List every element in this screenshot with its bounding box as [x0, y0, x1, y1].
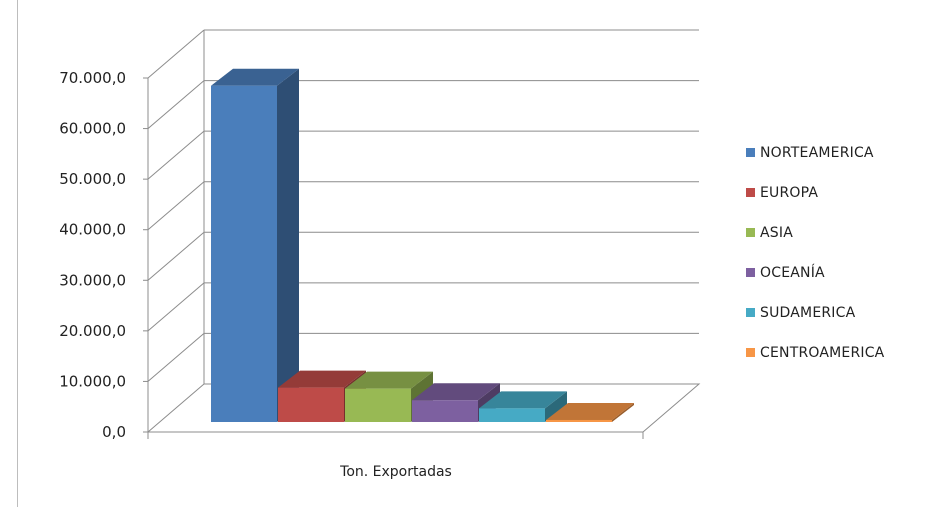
- bar-top: [278, 370, 366, 388]
- y-tick-label: 60.000,0: [59, 120, 126, 138]
- x-axis: Ton. Exportadas: [339, 464, 452, 480]
- bar-front: [278, 387, 344, 422]
- bar-top: [546, 402, 634, 420]
- bar-front: [546, 419, 612, 422]
- bar-sudamerica: [479, 391, 567, 422]
- bar-top: [211, 68, 299, 86]
- legend-label: EUROPA: [760, 185, 818, 201]
- x-category-label: Ton. Exportadas: [339, 464, 452, 480]
- legend-swatch: [746, 268, 755, 277]
- legend-swatch: [746, 148, 755, 157]
- y-tick-label: 20.000,0: [59, 322, 126, 340]
- legend-label: ASIA: [760, 225, 793, 241]
- legend-swatch: [746, 308, 755, 317]
- bar-front: [211, 85, 277, 422]
- legend-item-oceanía: OCEANÍA: [746, 264, 825, 281]
- gridline-side: [147, 130, 205, 180]
- gridline-side: [147, 231, 205, 281]
- y-tick-label: 10.000,0: [59, 372, 126, 390]
- legend-item-norteamerica: NORTEAMERICA: [746, 145, 874, 161]
- legend-label: CENTROAMERICA: [760, 345, 885, 361]
- legend-item-europa: EUROPA: [746, 185, 818, 201]
- bar-top: [345, 371, 433, 389]
- legend: NORTEAMERICA EUROPA ASIA OCEANÍA SUDAMERICA C…: [746, 145, 885, 361]
- legend-item-sudamerica: SUDAMERICA: [746, 305, 856, 321]
- bar-centroamerica: [546, 402, 634, 422]
- y-tick-label: 30.000,0: [59, 271, 126, 289]
- y-tick-label: 0,0: [102, 423, 126, 441]
- legend-label: SUDAMERICA: [760, 305, 856, 321]
- bar-front: [345, 388, 411, 422]
- y-tick-label: 70.000,0: [59, 69, 126, 87]
- bar-top: [412, 383, 500, 401]
- bar-asia: [345, 371, 433, 422]
- y-tick-label: 50.000,0: [59, 170, 126, 188]
- bar-side: [612, 402, 634, 422]
- bar-side: [277, 68, 299, 422]
- gridline-side: [147, 80, 205, 129]
- chart-walls: [147, 30, 701, 439]
- y-tick-label: 40.000,0: [59, 221, 126, 239]
- y-axis-tick-labels: 0,0 10.000,0 20.000,0 30.000,0 40.000,0 50.00…: [59, 69, 148, 441]
- legend-label: OCEANÍA: [760, 264, 825, 281]
- bar-top: [479, 391, 567, 409]
- bar-front: [479, 408, 545, 422]
- legend-swatch: [746, 188, 755, 197]
- gridline-side: [147, 333, 205, 382]
- bar-side: [545, 391, 567, 422]
- legend-label: NORTEAMERICA: [760, 145, 874, 161]
- legend-swatch: [746, 228, 755, 237]
- legend-item-centroamerica: CENTROAMERICA: [746, 345, 885, 361]
- legend-item-asia: ASIA: [746, 225, 793, 241]
- gridline-side: [147, 282, 205, 332]
- bars: [211, 68, 634, 422]
- bar-norteamerica: [211, 68, 299, 422]
- bar-front: [412, 400, 478, 422]
- gridline-side: [147, 181, 205, 231]
- floor: [147, 383, 701, 433]
- chart-frame: [17, 0, 929, 507]
- gridline-side: [147, 29, 205, 79]
- legend-swatch: [746, 348, 755, 357]
